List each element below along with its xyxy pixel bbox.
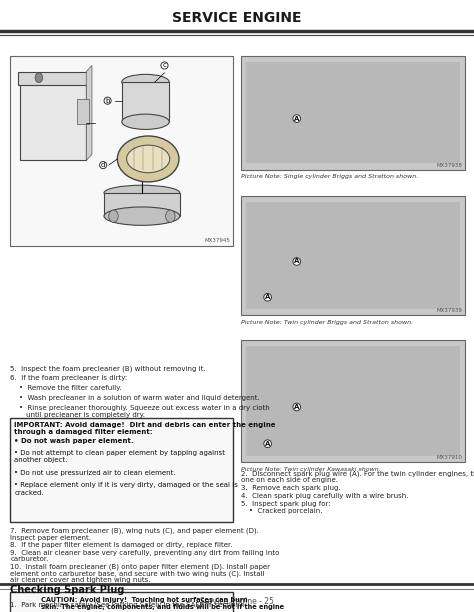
Bar (10, 56, 233, 246)
Text: 5.  Inspect the foam precleaner (B) without removing it.: 5. Inspect the foam precleaner (B) witho… (10, 365, 206, 372)
Ellipse shape (104, 207, 180, 225)
Bar (122, 82, 169, 122)
Text: 4.  Clean spark plug carefully with a wire brush.: 4. Clean spark plug carefully with a wir… (241, 493, 408, 499)
Text: •  Remove the filter carefully.: • Remove the filter carefully. (19, 385, 122, 391)
Text: MX37938: MX37938 (436, 163, 462, 168)
Text: •  Cracked porcelain.: • Cracked porcelain. (249, 508, 322, 514)
Text: A: A (265, 441, 270, 447)
Bar (246, 346, 460, 456)
Polygon shape (86, 65, 92, 160)
Text: until precleaner is completely dry.: until precleaner is completely dry. (26, 412, 145, 418)
Text: carburetor.: carburetor. (10, 556, 49, 562)
Text: A: A (294, 258, 300, 264)
Circle shape (165, 210, 175, 222)
Text: Picture Note: Twin cylinder Kawasaki shown.: Picture Note: Twin cylinder Kawasaki sho… (241, 467, 381, 472)
Text: IMPORTANT: Avoid damage!  Dirt and debris can enter the engine
through a damaged: IMPORTANT: Avoid damage! Dirt and debris… (14, 422, 276, 435)
Bar (104, 193, 180, 216)
Text: A: A (265, 294, 270, 300)
Text: 6.  If the foam precleaner is dirty:: 6. If the foam precleaner is dirty: (10, 375, 128, 381)
Ellipse shape (104, 185, 180, 201)
Text: b: b (105, 98, 110, 103)
Ellipse shape (127, 145, 170, 173)
Text: 10.  Install foam precleaner (B) onto paper filter element (D). Install paper: 10. Install foam precleaner (B) onto pap… (10, 564, 271, 570)
Bar (246, 202, 460, 309)
Text: •  Rinse precleaner thoroughly. Squeeze out excess water in a dry cloth: • Rinse precleaner thoroughly. Squeeze o… (19, 405, 270, 411)
Bar (10, 418, 233, 522)
Text: Checking Spark Plug: Checking Spark Plug (10, 585, 125, 595)
Text: • Do not use pressurized air to clean element.: • Do not use pressurized air to clean el… (14, 470, 176, 476)
Bar (241, 56, 465, 170)
Text: MX37939: MX37939 (436, 308, 462, 313)
Text: one on each side of engine.: one on each side of engine. (241, 477, 338, 483)
Text: 7.  Remove foam precleaner (B), wing nuts (C), and paper element (D).: 7. Remove foam precleaner (B), wing nuts… (10, 528, 259, 534)
Text: d: d (101, 162, 105, 168)
Text: 9.  Clean air cleaner base very carefully, preventing any dirt from falling into: 9. Clean air cleaner base very carefully… (10, 550, 280, 556)
Text: A: A (294, 404, 300, 410)
Text: MX37945: MX37945 (205, 238, 231, 243)
Text: • Replace element only if it is very dirty, damaged or the seal is
cracked.: • Replace element only if it is very dir… (14, 482, 238, 496)
Text: Picture Note: Single cylinder Briggs and Stratton shown.: Picture Note: Single cylinder Briggs and… (241, 174, 418, 179)
Ellipse shape (122, 75, 169, 89)
Bar (241, 196, 465, 315)
Bar (18, 72, 89, 85)
Text: Picture Note: Twin cylinder Briggs and Stratton shown.: Picture Note: Twin cylinder Briggs and S… (241, 320, 413, 325)
Ellipse shape (118, 136, 179, 182)
Text: element onto carburetor base, and secure with two wing nuts (C). Install: element onto carburetor base, and secure… (10, 570, 265, 577)
Bar (20, 81, 86, 160)
Text: 5.  Inspect spark plug for:: 5. Inspect spark plug for: (241, 501, 330, 507)
Text: air cleaner cover and tighten wing nuts.: air cleaner cover and tighten wing nuts. (10, 577, 151, 583)
Text: • Do not attempt to clean paper element by tapping against
another object.: • Do not attempt to clean paper element … (14, 450, 225, 463)
Text: 8.  If the paper filter element is damaged or dirty, replace filter.: 8. If the paper filter element is damage… (10, 542, 233, 548)
Text: A: A (294, 116, 300, 122)
Text: Inspect paper element.: Inspect paper element. (10, 535, 91, 541)
Text: 3.  Remove each spark plug.: 3. Remove each spark plug. (241, 485, 340, 491)
Bar (246, 62, 460, 163)
Text: SERVICE ENGINE: SERVICE ENGINE (172, 12, 302, 25)
Bar (10, 592, 233, 612)
Bar (77, 99, 89, 124)
Ellipse shape (122, 114, 169, 129)
Text: MX37910: MX37910 (436, 455, 462, 460)
Text: 2.  Disconnect spark plug wire (A). For the twin cylinder engines, there is: 2. Disconnect spark plug wire (A). For t… (241, 470, 474, 477)
Text: •  Wash precleaner in a solution of warm water and liquid detergent.: • Wash precleaner in a solution of warm … (19, 395, 260, 401)
Bar (241, 340, 465, 462)
Text: 1.  Park machine safely (See Parking Safely in the SAFETY section).: 1. Park machine safely (See Parking Safe… (10, 602, 245, 608)
Circle shape (35, 73, 43, 83)
Text: • Do not wash paper element.: • Do not wash paper element. (14, 438, 134, 444)
Circle shape (109, 210, 118, 222)
Text: Service Engine - 25: Service Engine - 25 (200, 597, 274, 606)
Text: c: c (163, 62, 166, 69)
Text: CAUTION: Avoid injury!  Touching hot surfaces can burn
skin. The engine, compone: CAUTION: Avoid injury! Touching hot surf… (41, 597, 284, 612)
